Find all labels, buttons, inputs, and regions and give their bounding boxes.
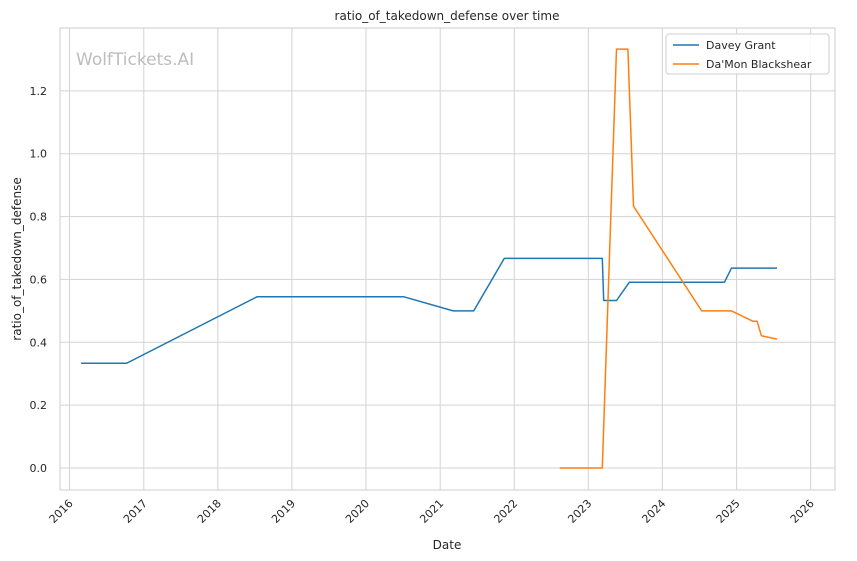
y-tick-label: 0.8 [30,211,48,224]
watermark: WolfTickets.AI [76,50,194,70]
x-tick-label: 2024 [639,497,668,526]
chart-title: ratio_of_takedown_defense over time [335,9,560,23]
x-axis-ticks: 2016 2017 2018 2019 2020 2021 2022 2023 2024 2025… [47,497,817,526]
plot-area [59,27,836,491]
series-line-davey-grant [81,257,777,365]
y-axis-label: ratio_of_takedown_defense [10,177,24,340]
x-tick-label: 2019 [269,497,298,526]
y-tick-label: 1.0 [30,148,48,161]
y-tick-label: 0.0 [30,462,48,475]
y-tick-label: 1.2 [30,85,48,98]
series-layer [81,48,778,469]
x-tick-label: 2016 [47,497,76,526]
legend-label-damon-blackshear: Da'Mon Blackshear [706,58,812,71]
y-tick-label: 0.4 [30,336,48,349]
x-tick-label: 2018 [195,497,224,526]
x-tick-label: 2021 [417,497,446,526]
y-tick-label: 0.2 [30,399,48,412]
x-tick-label: 2025 [714,497,743,526]
grid [60,28,835,490]
y-axis-ticks: 0.0 0.2 0.4 0.6 0.8 1.0 1.2 [30,85,48,475]
y-tick-label: 0.6 [30,273,48,286]
x-tick-label: 2020 [343,497,372,526]
series-line-da-mon-blackshear [559,48,778,469]
legend-box [665,33,830,75]
x-tick-label: 2023 [565,497,594,526]
x-tick-label: 2026 [788,497,817,526]
legend-label-davey-grant: Davey Grant [706,39,776,52]
legend: Davey Grant Da'Mon Blackshear [665,33,830,75]
x-axis-label: Date [433,538,462,552]
x-tick-label: 2017 [121,497,150,526]
x-tick-label: 2022 [491,497,520,526]
